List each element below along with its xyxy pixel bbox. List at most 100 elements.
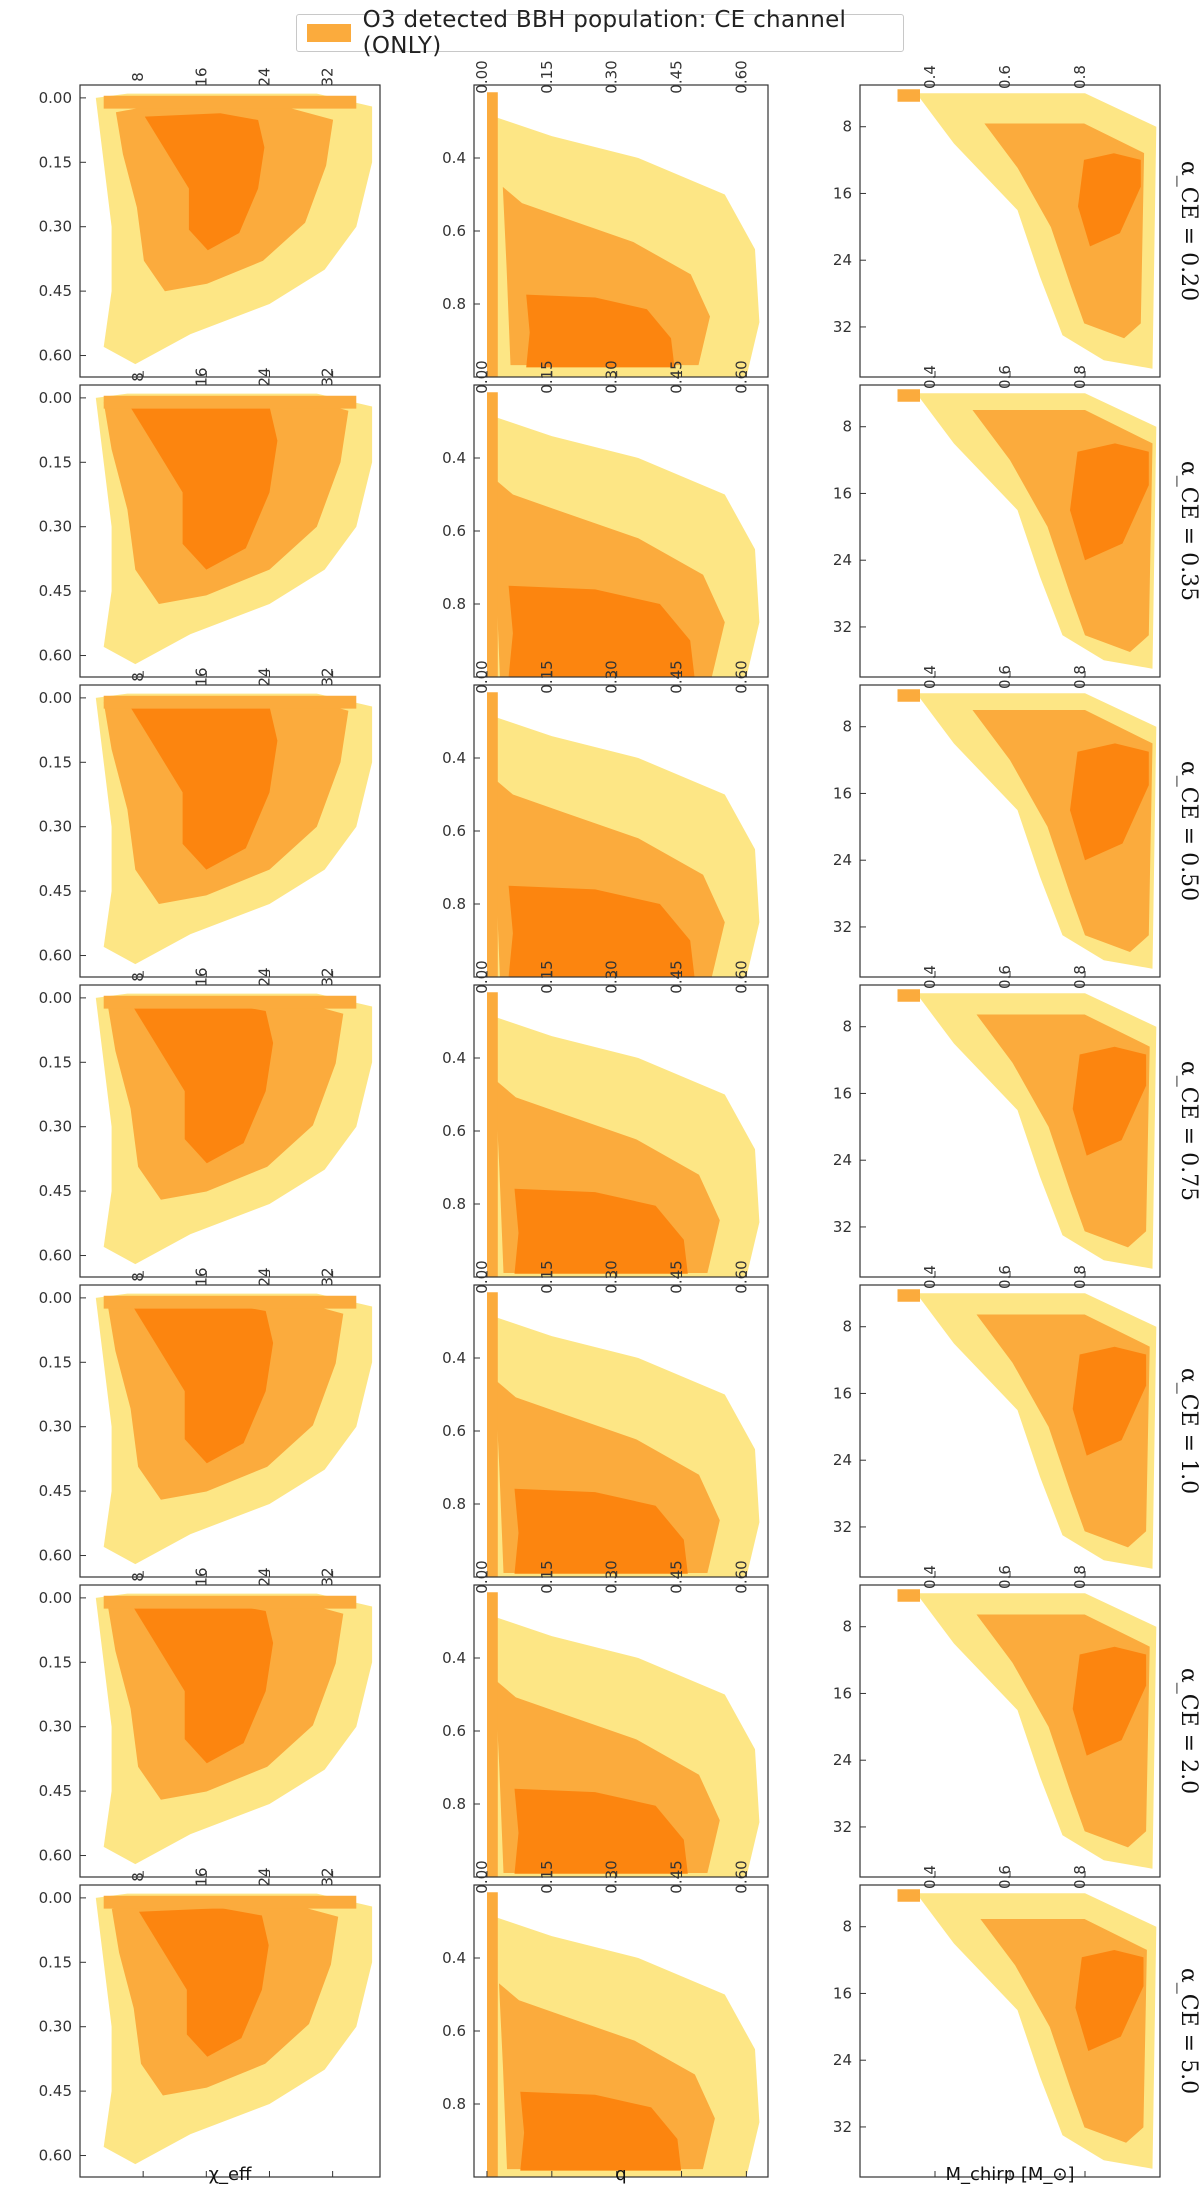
contour-strip: [103, 1595, 357, 1609]
contour-high: [1078, 153, 1141, 247]
tick-label: 0.00: [39, 89, 72, 107]
tick-label: 0.6: [996, 965, 1014, 989]
tick-label: 8: [129, 672, 147, 682]
tick-label: 32: [319, 1567, 337, 1586]
tick-label: 0.8: [1071, 365, 1089, 389]
tick-label: 0.8: [442, 295, 466, 313]
tick-label: 0.4: [921, 665, 939, 689]
tick-label: 16: [192, 1567, 210, 1586]
tick-label: 0.60: [732, 1560, 750, 1593]
panel-frame: [79, 1284, 381, 1578]
contour-strip: [103, 1895, 357, 1909]
tick-label: 0.15: [39, 753, 72, 771]
panel-r3-c2: 0.4 0.6 0.8 8 16 24 32: [833, 965, 1161, 1278]
tick-label: 0.45: [39, 882, 72, 900]
panel-r5-c1: 0.00 0.15 0.30 0.45 0.60 0.4 0.6 0.8: [442, 1560, 769, 1878]
tick-label: 8: [842, 118, 852, 136]
tick-label: 0.00: [473, 660, 491, 693]
tick-label: 32: [833, 918, 852, 936]
tick-label: 0.00: [473, 60, 491, 93]
tick-label: 8: [129, 1272, 147, 1282]
tick-label: 0.00: [39, 689, 72, 707]
panel-r5-c2: 0.4 0.6 0.8 8 16 24 32: [833, 1565, 1161, 1878]
tick-label: 0.4: [921, 1565, 939, 1589]
tick-label: 0.15: [538, 660, 556, 693]
tick-label: 0.30: [603, 360, 621, 393]
tick-label: 0.30: [39, 1418, 72, 1436]
contour-strip: [103, 395, 357, 409]
tick-label: 16: [192, 667, 210, 686]
tick-label: 0.60: [39, 1247, 72, 1265]
tick-label: 0.00: [473, 960, 491, 993]
tick-label: 0.30: [603, 1560, 621, 1593]
panel-r3-c1: 0.00 0.15 0.30 0.45 0.60 0.4 0.6 0.8: [442, 960, 769, 1278]
tick-label: 0.4: [921, 1265, 939, 1289]
legend-label: O3 detected BBH population: CE channel (…: [362, 7, 847, 59]
tick-label: 0.6: [996, 1265, 1014, 1289]
tick-label: 16: [833, 1984, 852, 2002]
contour-high: [1070, 443, 1149, 561]
tick-label: 0.15: [39, 1353, 72, 1371]
tick-label: 16: [833, 1384, 852, 1402]
tick-label: 0.30: [39, 1118, 72, 1136]
tick-label: 0.8: [1071, 65, 1089, 89]
tick-label: 0.30: [603, 660, 621, 693]
panel-frame: [79, 84, 381, 378]
tick-label: 24: [255, 667, 273, 686]
contour-high: [133, 1303, 274, 1464]
tick-label: 24: [255, 1867, 273, 1886]
contour-strip: [487, 1592, 498, 1877]
tick-label: 0.60: [732, 960, 750, 993]
tick-label: 0.4: [921, 65, 939, 89]
tick-label: 16: [192, 967, 210, 986]
tick-label: 0.15: [538, 1560, 556, 1593]
contour-high: [526, 294, 675, 368]
contour-high: [520, 2091, 682, 2171]
alpha-label: α_CE = 0.20: [1176, 161, 1200, 301]
contour-strip: [487, 92, 498, 377]
tick-label: 0.60: [39, 347, 72, 365]
contour-high: [508, 585, 695, 677]
tick-label: 0.60: [39, 647, 72, 665]
tick-label: 0.8: [442, 1795, 466, 1813]
tick-label: 0.00: [39, 989, 72, 1007]
tick-label: 0.8: [442, 1195, 466, 1213]
tick-label: 0.6: [442, 1722, 466, 1740]
tick-label: 0.45: [39, 2082, 72, 2100]
tick-label: 24: [833, 1451, 852, 1469]
tick-label: 32: [319, 967, 337, 986]
tick-label: 0.00: [473, 1560, 491, 1593]
tick-label: 8: [842, 1018, 852, 1036]
tick-label: 8: [842, 718, 852, 736]
contour-strip: [897, 1889, 920, 1902]
panel-frame: [79, 984, 381, 1278]
panel-r6-c1: 0.00 0.15 0.30 0.45 0.60 0.4 0.6 0.8: [442, 1860, 769, 2178]
tick-label: 0.60: [39, 1547, 72, 1565]
panel-r6-c0: 8 16 24 32 0.00 0.15 0.30 0.45 0.60: [39, 1867, 381, 2178]
tick-label: 32: [319, 67, 337, 86]
panel-r1-c0: 8 16 24 32 0.00 0.15 0.30 0.45 0.60: [39, 367, 381, 678]
tick-label: 16: [192, 67, 210, 86]
panel-frame: [79, 1884, 381, 2178]
tick-label: 0.30: [39, 518, 72, 536]
tick-label: 0.45: [668, 1560, 686, 1593]
tick-label: 0.45: [668, 960, 686, 993]
panel-frame: [79, 1584, 381, 1878]
tick-label: 0.45: [668, 360, 686, 393]
tick-label: 0.30: [603, 960, 621, 993]
tick-label: 0.60: [39, 2147, 72, 2165]
tick-label: 16: [833, 484, 852, 502]
tick-label: 0.30: [39, 1718, 72, 1736]
tick-label: 0.45: [39, 1782, 72, 1800]
tick-label: 0.4: [921, 1865, 939, 1889]
panel-r0-c0: 8 16 24 32 0.00 0.15 0.30 0.45 0.60: [39, 67, 381, 378]
tick-label: 24: [255, 1267, 273, 1286]
tick-label: 0.8: [1071, 665, 1089, 689]
panel-r5-c0: 8 16 24 32 0.00 0.15 0.30 0.45 0.60: [39, 1567, 381, 1878]
tick-label: 24: [833, 551, 852, 569]
contour-strip: [487, 392, 498, 677]
legend-swatch: [307, 24, 351, 42]
tick-label: 24: [255, 367, 273, 386]
tick-label: 0.60: [732, 60, 750, 93]
panel-r4-c0: 8 16 24 32 0.00 0.15 0.30 0.45 0.60: [39, 1267, 381, 1578]
